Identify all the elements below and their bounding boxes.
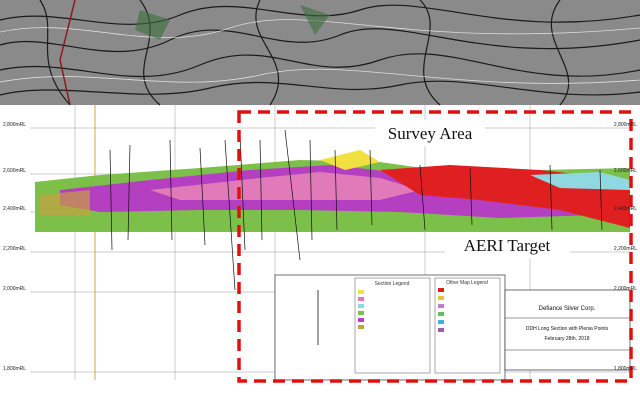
drill-holes xyxy=(109,129,603,291)
elevation-label: 1,800mRL xyxy=(3,366,26,372)
elevation-label: 2,600mRL xyxy=(3,168,26,174)
elevation-label: 2,800mRL xyxy=(3,122,26,128)
elevation-label: 2,200mRL xyxy=(614,246,637,252)
elevation-label: 2,800mRL xyxy=(614,122,637,128)
elevation-label: 2,400mRL xyxy=(3,206,26,212)
unit-yellow xyxy=(320,150,380,170)
map-patch xyxy=(300,5,330,35)
elevation-label: 2,000mRL xyxy=(614,286,637,292)
drawing-date: February 28th, 2018 xyxy=(544,336,589,342)
other-legend-title: Other Map Legend xyxy=(446,280,488,286)
company-name: Defiance Silver Corp. xyxy=(539,306,596,312)
survey-area-label: Survey Area xyxy=(388,124,473,143)
unit-cyan xyxy=(530,172,630,190)
elevation-label: 2,000mRL xyxy=(3,286,26,292)
label-backdrop xyxy=(445,232,570,258)
topo-contours xyxy=(0,0,640,106)
other-legend xyxy=(434,277,501,374)
drawing-title: DDH Long Section with Plenia Points xyxy=(526,326,609,332)
section-legend xyxy=(354,277,431,374)
elevation-label: 2,400mRL xyxy=(614,206,637,212)
survey-outline xyxy=(237,110,633,383)
section-legend-title: Section Legend xyxy=(375,281,410,287)
road xyxy=(59,0,76,106)
elevation-label: 1,800mRL xyxy=(614,366,637,372)
map-patch xyxy=(135,10,170,40)
elevation-label: 2,200mRL xyxy=(3,246,26,252)
unit-ochre xyxy=(40,190,90,215)
label-backdrop xyxy=(375,120,485,146)
aeri-target-label: AERI Target xyxy=(464,236,551,255)
topo-highlights xyxy=(0,19,640,84)
elevation-label: 2,600mRL xyxy=(614,168,637,174)
unit-pink xyxy=(150,172,420,200)
title-block xyxy=(504,289,631,371)
geology-section xyxy=(35,150,630,232)
legend-swatches xyxy=(358,288,444,332)
